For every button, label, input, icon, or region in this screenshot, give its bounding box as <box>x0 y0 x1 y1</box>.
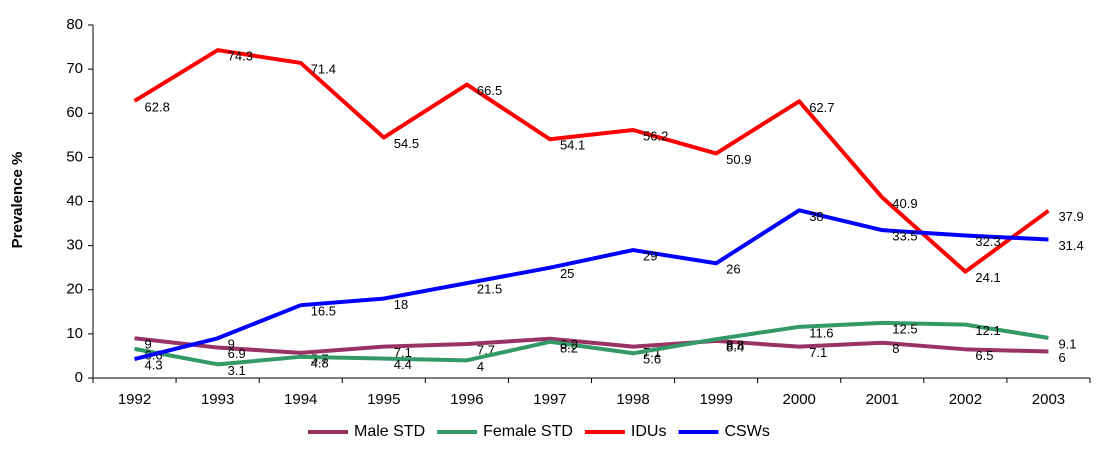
data-label: 40.9 <box>892 196 917 211</box>
data-label: 7.1 <box>394 345 412 360</box>
data-label: 62.8 <box>145 99 170 114</box>
data-label: 4.8 <box>311 355 329 370</box>
data-label: 26 <box>726 262 740 277</box>
data-label: 66.5 <box>477 83 502 98</box>
data-label: 9 <box>145 337 152 352</box>
data-label: 4.4 <box>394 357 412 372</box>
data-label: 37.9 <box>1058 209 1083 224</box>
y-tick-label: 20 <box>66 281 83 298</box>
data-label: 62.7 <box>809 100 834 115</box>
data-label: 74.3 <box>228 49 253 64</box>
data-label: 4.3 <box>145 357 163 372</box>
x-tick-label: 2001 <box>866 391 899 408</box>
data-label: 50.9 <box>726 152 751 167</box>
data-label: 9 <box>228 337 235 352</box>
legend-label: Female STD <box>483 423 573 440</box>
series-line <box>134 208 1049 361</box>
data-label: 8.4 <box>726 339 744 354</box>
x-tick-label: 1995 <box>367 391 400 408</box>
data-label: 12.1 <box>975 323 1000 338</box>
data-label: 29 <box>643 248 657 263</box>
data-label: 3.1 <box>228 363 246 378</box>
legend-label: Male STD <box>354 423 425 440</box>
data-label: 25 <box>560 266 574 281</box>
data-label: 6 <box>1058 350 1065 365</box>
data-label: 9.1 <box>1058 336 1076 351</box>
data-label: 8.2 <box>560 340 578 355</box>
legend-label: IDUs <box>631 423 667 440</box>
data-label: 12.5 <box>892 321 917 336</box>
x-tick-label: 2002 <box>949 391 982 408</box>
y-tick-label: 70 <box>66 60 83 77</box>
y-axis-label: Prevalence % <box>9 152 26 249</box>
legend-label: CSWs <box>724 423 769 440</box>
y-tick-label: 10 <box>66 325 83 342</box>
x-tick-label: 1994 <box>284 391 317 408</box>
data-label: 18 <box>394 297 408 312</box>
data-label: 11.6 <box>809 325 833 340</box>
data-label: 21.5 <box>477 282 502 297</box>
y-tick-label: 60 <box>66 104 83 121</box>
data-label: 71.4 <box>311 61 336 76</box>
x-tick-label: 1997 <box>533 391 566 408</box>
data-label: 32.3 <box>975 234 1000 249</box>
y-tick-label: 30 <box>66 237 83 254</box>
data-label: 38 <box>809 209 823 224</box>
data-label: 4 <box>477 359 484 374</box>
data-label: 56.2 <box>643 128 668 143</box>
data-label: 6.5 <box>975 348 993 363</box>
data-label: 6.9 <box>228 346 246 361</box>
y-tick-label: 40 <box>66 192 83 209</box>
data-label: 8 <box>892 341 899 356</box>
data-label: 8.8 <box>726 338 744 353</box>
x-tick-label: 1993 <box>201 391 234 408</box>
x-tick-label: 1998 <box>616 391 649 408</box>
series-line <box>134 320 1049 367</box>
data-label: 54.1 <box>560 138 585 153</box>
x-tick-label: 1996 <box>450 391 483 408</box>
data-label: 16.5 <box>311 304 336 319</box>
series-line <box>133 48 1050 274</box>
data-label: 7.1 <box>809 345 827 360</box>
data-label: 54.5 <box>394 136 419 151</box>
y-tick-label: 0 <box>75 369 83 386</box>
data-label: 5.6 <box>643 352 661 367</box>
data-label: 31.4 <box>1058 238 1083 253</box>
x-tick-label: 2003 <box>1032 391 1065 408</box>
data-label: 24.1 <box>975 270 1000 285</box>
x-tick-label: 1999 <box>699 391 732 408</box>
data-label: 33.5 <box>892 229 917 244</box>
y-tick-label: 50 <box>66 148 83 165</box>
y-tick-label: 80 <box>66 16 83 33</box>
x-tick-label: 1992 <box>118 391 151 408</box>
series-line <box>134 336 1049 355</box>
x-tick-label: 2000 <box>783 391 816 408</box>
